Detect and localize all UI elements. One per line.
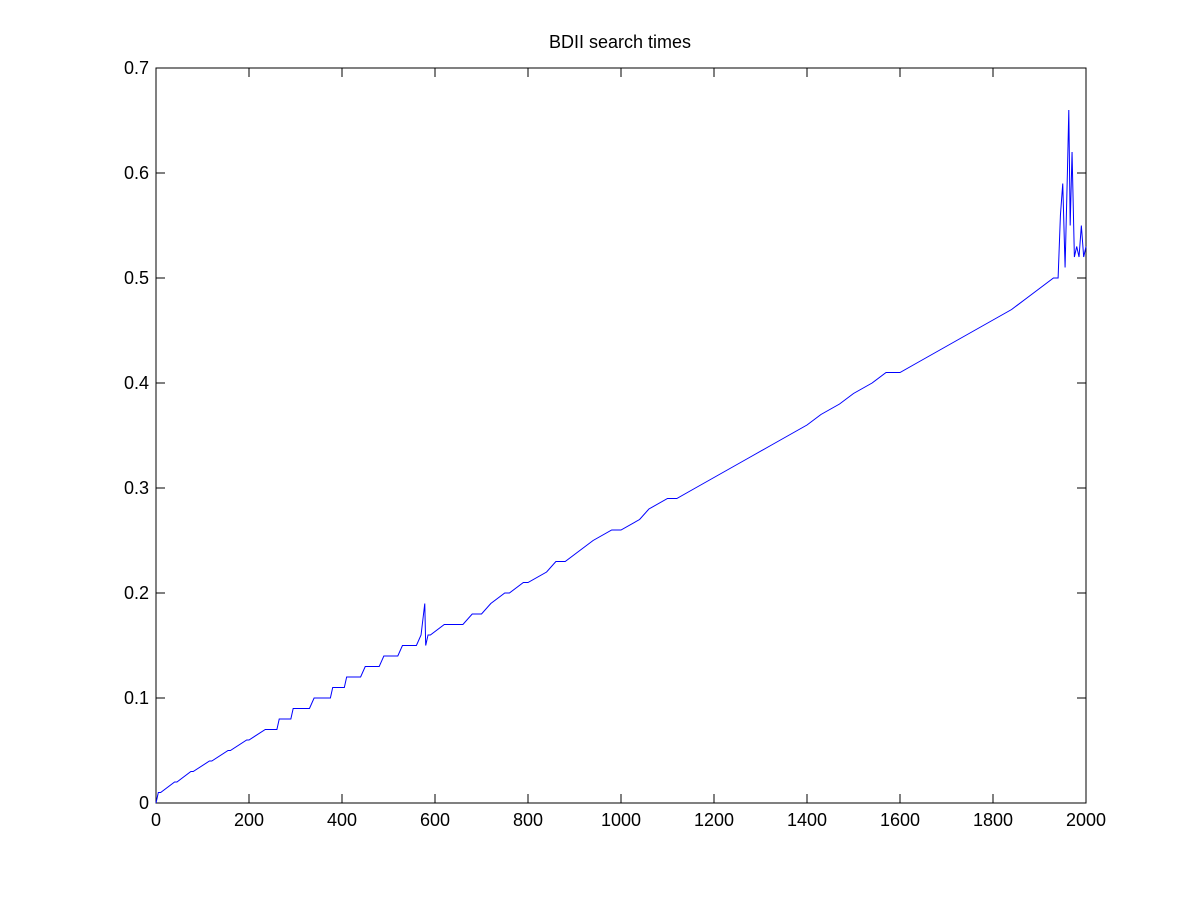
x-tick-label: 1200 [694, 810, 734, 830]
x-tick-label: 600 [420, 810, 450, 830]
x-tick-label: 1800 [973, 810, 1013, 830]
x-tick-label: 1600 [880, 810, 920, 830]
x-tick-label: 1000 [601, 810, 641, 830]
series-line [155, 109, 1087, 804]
x-tick-label: 200 [234, 810, 264, 830]
x-tick-label: 1400 [787, 810, 827, 830]
y-tick-label: 0 [139, 793, 149, 813]
y-tick-label: 0.7 [124, 58, 149, 78]
y-tick-label: 0.4 [124, 373, 149, 393]
chart-title: BDII search times [549, 32, 691, 52]
axis-ticks [155, 67, 1087, 804]
axis-tick-labels: 0 200 400 600 800 1000 1200 1400 1600 1800 2000 0 0.… [124, 58, 1106, 830]
x-tick-label: 800 [513, 810, 543, 830]
x-tick-label: 2000 [1066, 810, 1106, 830]
y-tick-label: 0.2 [124, 583, 149, 603]
x-tick-label: 400 [327, 810, 357, 830]
y-tick-label: 0.5 [124, 268, 149, 288]
y-tick-label: 0.1 [124, 688, 149, 708]
x-tick-label: 0 [151, 810, 161, 830]
y-tick-label: 0.3 [124, 478, 149, 498]
y-tick-label: 0.6 [124, 163, 149, 183]
